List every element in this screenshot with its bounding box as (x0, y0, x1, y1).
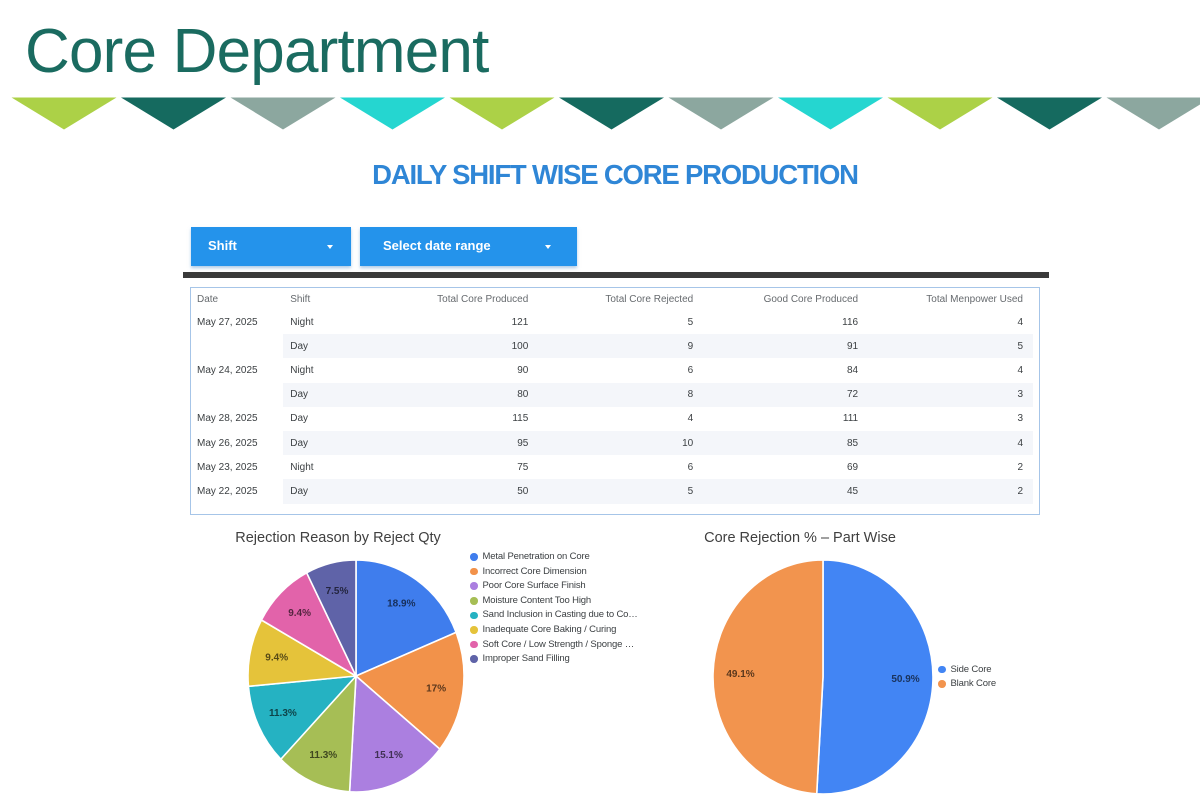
svg-text:9.4%: 9.4% (288, 608, 311, 619)
svg-text:18.9%: 18.9% (387, 598, 415, 609)
svg-text:11.3%: 11.3% (309, 750, 337, 761)
svg-text:7.5%: 7.5% (326, 586, 349, 597)
svg-text:50.9%: 50.9% (891, 674, 919, 685)
svg-text:15.1%: 15.1% (375, 750, 403, 761)
svg-text:17%: 17% (426, 683, 446, 694)
svg-text:11.3%: 11.3% (269, 708, 297, 719)
svg-text:9.4%: 9.4% (265, 653, 288, 664)
svg-text:49.1%: 49.1% (726, 669, 754, 680)
